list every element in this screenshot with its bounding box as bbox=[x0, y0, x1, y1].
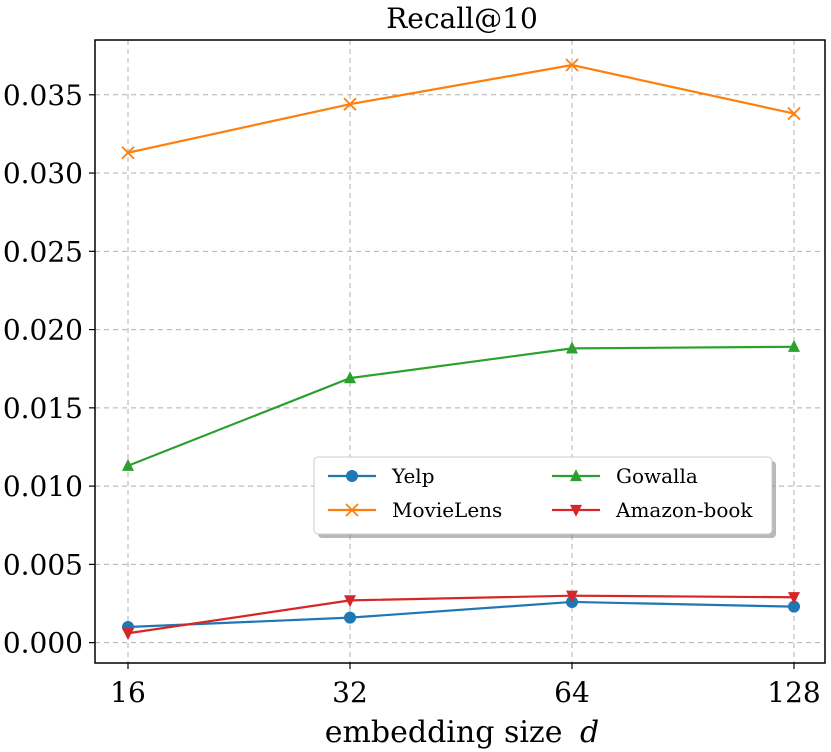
legend-label: Gowalla bbox=[616, 464, 698, 488]
y-tick-label: 0.035 bbox=[3, 79, 83, 112]
y-axis: 0.000 0.005 0.010 0.015 0.020 0.025 0.030 0.035 bbox=[3, 79, 95, 660]
series-line-amazon-book bbox=[127, 594, 795, 635]
legend-label: Yelp bbox=[391, 464, 435, 488]
series-gowalla bbox=[122, 339, 800, 471]
y-tick-label: 0.010 bbox=[3, 470, 83, 503]
x-axis: 16 32 64 128 bbox=[110, 663, 821, 709]
data-point-amazon-book bbox=[788, 592, 800, 605]
series-line-movielens bbox=[127, 63, 795, 154]
series-line-gowalla bbox=[127, 345, 795, 467]
legend-box bbox=[313, 456, 773, 535]
data-point-gowalla bbox=[566, 341, 578, 354]
series-yelp bbox=[122, 595, 800, 633]
data-point-amazon-book bbox=[344, 595, 356, 608]
legend-label: Amazon-book bbox=[615, 498, 753, 522]
x-tick-label: 32 bbox=[332, 676, 368, 709]
y-tick-label: 0.020 bbox=[3, 314, 83, 347]
data-point-gowalla bbox=[344, 371, 356, 384]
data-point-movielens bbox=[565, 58, 579, 72]
series-amazon-book bbox=[122, 590, 800, 641]
legend-entry-yelp: Yelp bbox=[328, 464, 435, 488]
data-point-movielens bbox=[121, 146, 135, 160]
legend-marker bbox=[570, 504, 582, 517]
legend-label: MovieLens bbox=[392, 498, 502, 522]
x-axis-label-text: embedding size bbox=[325, 715, 563, 750]
data-point-amazon-book bbox=[122, 628, 134, 641]
legend-marker bbox=[345, 503, 359, 517]
x-axis-label: embedding size d bbox=[325, 715, 600, 750]
y-tick-label: 0.025 bbox=[3, 235, 83, 268]
y-tick-label: 0.015 bbox=[3, 392, 83, 425]
data-point-yelp bbox=[344, 611, 356, 624]
data-point-movielens bbox=[787, 106, 801, 121]
legend-entry-movielens: MovieLens bbox=[328, 498, 502, 522]
chart-title: Recall@10 bbox=[386, 2, 538, 35]
data-point-yelp bbox=[788, 600, 800, 613]
plot-frame bbox=[94, 39, 826, 664]
series-line-yelp bbox=[127, 600, 795, 629]
legend-entry-gowalla: Gowalla bbox=[552, 464, 698, 488]
series-layer bbox=[121, 58, 801, 641]
y-tick-label: 0.000 bbox=[3, 627, 83, 660]
legend: Yelp MovieLens Gowalla Amazon-book bbox=[313, 456, 776, 538]
data-point-movielens bbox=[343, 97, 357, 111]
y-tick-label: 0.030 bbox=[3, 157, 83, 190]
legend-marker bbox=[346, 470, 358, 482]
data-point-amazon-book bbox=[566, 590, 578, 603]
x-tick-label: 64 bbox=[554, 676, 590, 709]
series-movielens bbox=[121, 58, 801, 160]
grid bbox=[95, 40, 825, 663]
data-point-gowalla bbox=[122, 458, 134, 471]
x-axis-label-variable: d bbox=[580, 715, 599, 750]
x-tick-label: 16 bbox=[110, 676, 146, 709]
y-tick-label: 0.005 bbox=[3, 548, 83, 581]
legend-marker bbox=[570, 469, 582, 482]
data-point-gowalla bbox=[788, 339, 800, 352]
legend-entry-amazon-book: Amazon-book bbox=[552, 498, 753, 522]
x-tick-label: 128 bbox=[767, 676, 820, 709]
